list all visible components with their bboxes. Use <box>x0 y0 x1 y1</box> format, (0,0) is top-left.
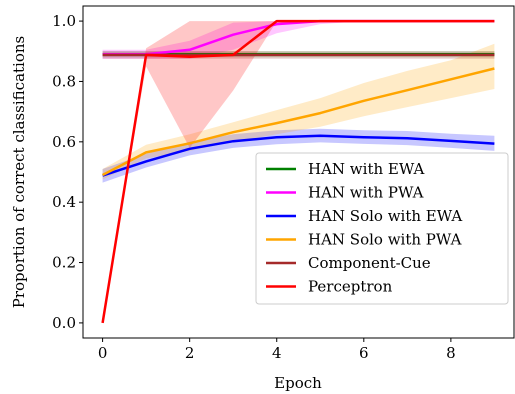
legend-label: Perceptron <box>308 278 393 296</box>
x-tick-label: 0 <box>98 344 108 362</box>
y-tick-label: 0.0 <box>52 314 76 332</box>
line-series-2 <box>102 134 495 177</box>
y-tick-label: 0.2 <box>52 254 76 272</box>
band-series-1 <box>102 21 495 59</box>
y-tick-label: 1.0 <box>52 12 76 30</box>
band-series-3 <box>102 43 495 180</box>
x-axis-label: Epoch <box>274 374 322 392</box>
band-series-5 <box>102 21 495 323</box>
x-tick-label: 2 <box>185 344 195 362</box>
legend-label: HAN with PWA <box>308 184 424 202</box>
line-series-3 <box>102 67 495 177</box>
y-tick-label: 0.6 <box>52 133 76 151</box>
legend-label: HAN with EWA <box>308 160 425 178</box>
legend: HAN with EWA HAN with PWA HAN Solo with EW… <box>255 152 509 305</box>
y-tick-label: 0.4 <box>52 193 76 211</box>
series-lines <box>101 19 495 324</box>
legend-label: Component-Cue <box>308 254 431 272</box>
x-tick-label: 8 <box>446 344 456 362</box>
y-tick-label: 0.8 <box>52 72 76 90</box>
y-axis-label: Proportion of correct classifications <box>10 36 28 308</box>
band-series-2 <box>102 128 495 183</box>
legend-label: HAN Solo with EWA <box>308 207 462 225</box>
line-series-5 <box>101 19 495 324</box>
axis-ticks: 0 2 4 6 8 0.0 0.2 0.4 0.6 0.8 1.0 <box>52 12 456 362</box>
legend-box <box>255 152 509 305</box>
plot-frame <box>82 5 515 339</box>
legend-label: HAN Solo with PWA <box>308 231 462 249</box>
x-tick-label: 6 <box>359 344 369 362</box>
x-tick-label: 4 <box>272 344 282 362</box>
